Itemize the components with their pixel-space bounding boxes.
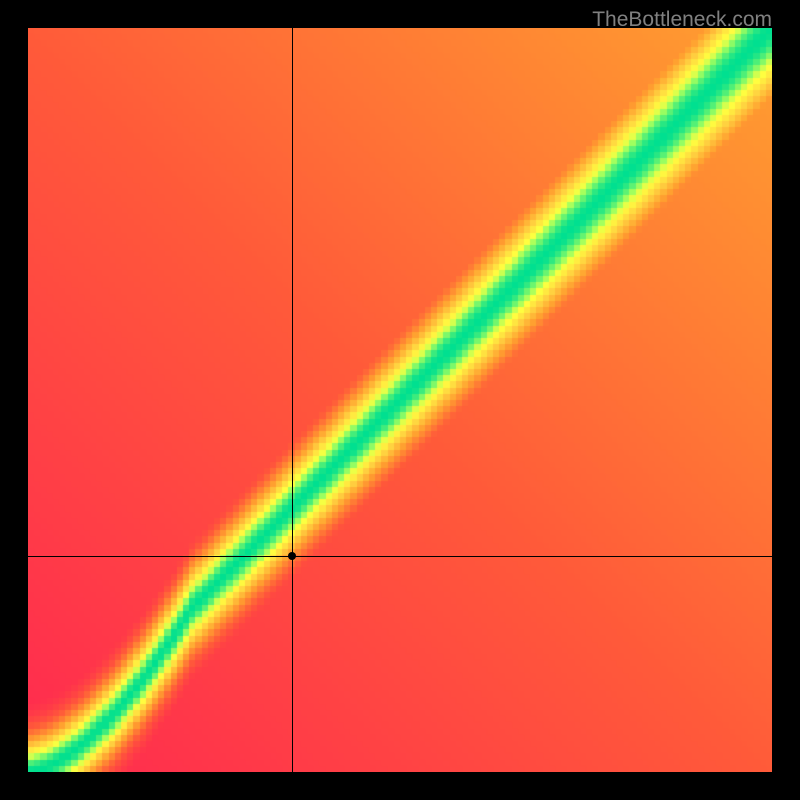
bottleneck-heatmap: [28, 28, 772, 772]
crosshair-vertical: [292, 28, 293, 772]
crosshair-horizontal: [28, 556, 772, 557]
heatmap-canvas: [28, 28, 772, 772]
watermark: TheBottleneck.com: [592, 8, 772, 32]
crosshair-point: [288, 552, 296, 560]
